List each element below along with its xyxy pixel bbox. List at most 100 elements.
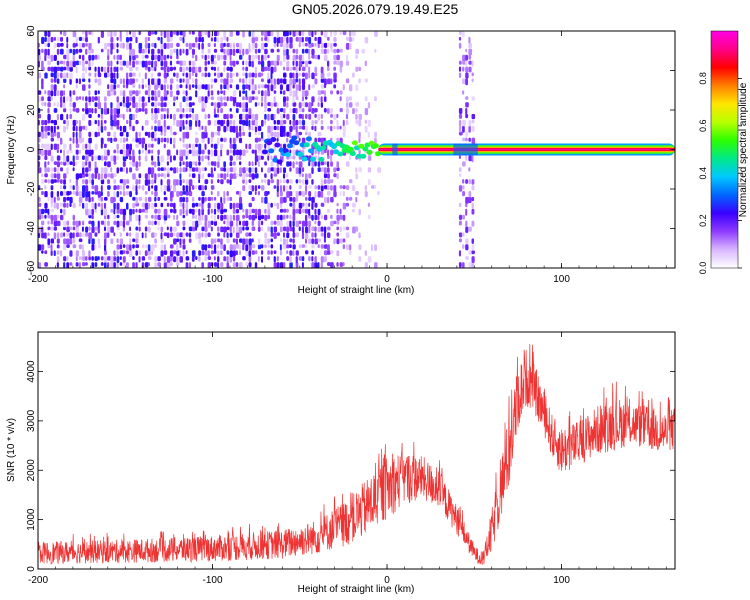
spectrogram-cell — [286, 113, 290, 120]
spectrogram-cell — [119, 31, 122, 38]
spectrogram-cell — [69, 161, 73, 165]
spectrogram-cell — [210, 214, 213, 219]
spectrogram-cell — [204, 131, 208, 139]
spectrogram-cell — [261, 196, 264, 204]
spectrogram-cell — [151, 220, 154, 226]
spectrogram-cell — [91, 202, 94, 209]
spectrogram-cell — [235, 31, 240, 36]
spectrogram-cell — [292, 90, 297, 97]
spectrogram-cell — [257, 143, 262, 151]
spectrogram-cell — [113, 108, 118, 115]
spectrogram-cell — [364, 191, 368, 198]
spectrogram-cell — [163, 131, 167, 137]
spectrogram-cell — [66, 196, 70, 201]
spectrogram-cell — [82, 42, 85, 48]
spectrogram-cell — [69, 108, 72, 114]
spectrogram-cell — [239, 202, 243, 210]
spectrogram-cell — [201, 108, 206, 112]
spectrogram-cell — [157, 90, 161, 98]
spectrogram-cell — [107, 84, 110, 90]
spectrogram-cell — [94, 66, 97, 72]
spectrogram-cell — [317, 96, 321, 102]
spectrogram-cell — [154, 191, 158, 197]
spectrogram-cell — [333, 185, 337, 192]
spectrogram-cell — [198, 119, 201, 127]
spectrogram-cell — [185, 250, 188, 255]
spectrogram-cell — [270, 125, 273, 132]
spectrogram-cell — [69, 179, 72, 183]
spectrogram-cell — [56, 125, 60, 130]
spectrogram-cell — [270, 66, 274, 74]
spectrogram-cell — [286, 102, 289, 108]
spectrogram-cell — [75, 179, 79, 186]
spectrogram-cell — [235, 191, 240, 195]
spectrogram-cell — [311, 214, 314, 221]
spectrogram-cell — [468, 137, 471, 142]
spectrogram-cell — [144, 191, 148, 195]
spectrogram-cell — [292, 208, 296, 216]
spectrogram-cell — [129, 119, 132, 127]
spectrogram-cell — [239, 119, 243, 125]
spectrogram-cell — [41, 244, 45, 251]
spectrogram-cell — [104, 108, 108, 115]
spectrogram-cell — [116, 155, 120, 161]
spectrogram-cell — [286, 232, 290, 239]
spectrogram-cell — [257, 161, 260, 167]
spectrogram-cell — [465, 256, 469, 260]
spectrogram-cell — [462, 66, 465, 72]
spectrogram-cell — [320, 113, 323, 119]
spectrogram-cell — [107, 161, 111, 168]
spectrogram-cell — [232, 226, 235, 234]
spectrogram-cell — [126, 149, 130, 157]
spectrogram-cell — [232, 214, 236, 221]
spectrogram-cell — [82, 31, 85, 35]
spectrogram-cell — [88, 54, 92, 61]
spectrogram-cell — [257, 214, 262, 221]
spectrogram-cell — [276, 54, 280, 62]
spectrogram-cell — [147, 84, 151, 92]
spectrogram-cell — [204, 256, 208, 261]
spectrogram-cell — [273, 42, 277, 48]
signal-blob — [284, 152, 291, 158]
spectrogram-cell — [245, 244, 249, 252]
spectrogram-cell — [251, 173, 255, 180]
spectrogram-cell — [110, 31, 113, 38]
spectrogram-cell — [330, 155, 333, 162]
spectrogram-cell — [116, 66, 119, 73]
spectrogram-cell — [279, 238, 283, 242]
spectrogram-cell — [191, 78, 195, 83]
spectrogram-cell — [195, 167, 199, 172]
snr-series — [38, 343, 675, 565]
spectrogram-cell — [239, 244, 241, 250]
spectrogram-cell — [207, 173, 211, 178]
spectrogram-cell — [223, 173, 227, 180]
spectrogram-cell — [339, 262, 343, 267]
spectrogram-cell — [311, 125, 314, 131]
spectrogram-cell — [50, 78, 54, 83]
spectrogram-cell — [166, 108, 169, 115]
spectrogram-cell — [248, 244, 252, 251]
spectrogram-cell — [100, 202, 103, 210]
spectrogram-cell — [289, 196, 293, 202]
spectrogram-cell — [308, 113, 312, 120]
spectrogram-cell — [104, 202, 107, 209]
spectrogram-cell — [254, 149, 257, 157]
spectrogram-cell — [119, 149, 124, 155]
spectrogram-cell — [339, 108, 343, 113]
spectrogram-cell — [135, 54, 139, 59]
spectrogram-cell — [160, 66, 164, 71]
spectrogram-cell — [198, 250, 201, 256]
spectrogram-cell — [60, 31, 63, 35]
spectrogram-cell — [462, 185, 465, 190]
spectrogram-cell — [358, 256, 362, 262]
spectrogram-cell — [213, 108, 216, 115]
spectrogram-cell — [239, 196, 243, 204]
spectrogram-cell — [50, 66, 54, 72]
spectrogram-cell — [276, 125, 280, 131]
spectrogram-cell — [267, 155, 270, 161]
spectrogram-cell — [166, 155, 170, 161]
spectrogram-cell — [311, 84, 315, 89]
spectrogram-cell — [204, 60, 208, 66]
spectrogram-cell — [75, 36, 78, 44]
spectrogram-cell — [160, 232, 163, 240]
